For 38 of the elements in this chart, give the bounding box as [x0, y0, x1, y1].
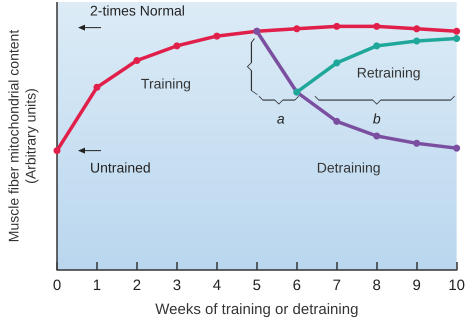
text: 2-times Normal — [90, 2, 185, 19]
point — [413, 140, 420, 147]
y-axis-title: Muscle fiber mitochondrial content (Arbitrary units) — [6, 30, 38, 242]
x-tick-label: 5 — [252, 277, 261, 294]
annotation: a — [276, 110, 285, 126]
x-tick-label: 10 — [448, 277, 465, 294]
point — [333, 118, 340, 125]
point — [333, 22, 340, 30]
series-label: Training — [140, 75, 191, 92]
point — [373, 22, 380, 30]
point — [453, 144, 460, 152]
x-tick-label: 6 — [292, 277, 301, 294]
x-tick-label: 8 — [372, 277, 381, 294]
point — [413, 37, 420, 44]
annotation: Untrained — [90, 160, 151, 176]
x-tick-label: 7 — [332, 277, 341, 294]
point — [373, 42, 380, 50]
point — [173, 42, 180, 50]
point — [333, 59, 340, 66]
x-tick-label: 0 — [52, 277, 62, 294]
point — [54, 147, 60, 154]
point — [453, 28, 460, 35]
x-tick-label: 9 — [412, 277, 421, 294]
series-label: Detraining — [316, 160, 381, 176]
x-tick-label: 4 — [212, 277, 222, 294]
annotation: b — [372, 110, 381, 126]
point — [133, 56, 140, 64]
x-axis-title: Weeks of training or detraining — [155, 301, 358, 318]
x-tick-label: 1 — [92, 277, 102, 294]
series-label: Retraining — [356, 64, 421, 81]
point — [373, 132, 380, 140]
point — [93, 84, 100, 91]
point — [213, 32, 220, 40]
point — [293, 25, 300, 32]
point — [453, 35, 460, 42]
x-tick-label: 2 — [132, 277, 142, 294]
x-tick-label: 3 — [172, 277, 182, 294]
point — [413, 25, 420, 32]
